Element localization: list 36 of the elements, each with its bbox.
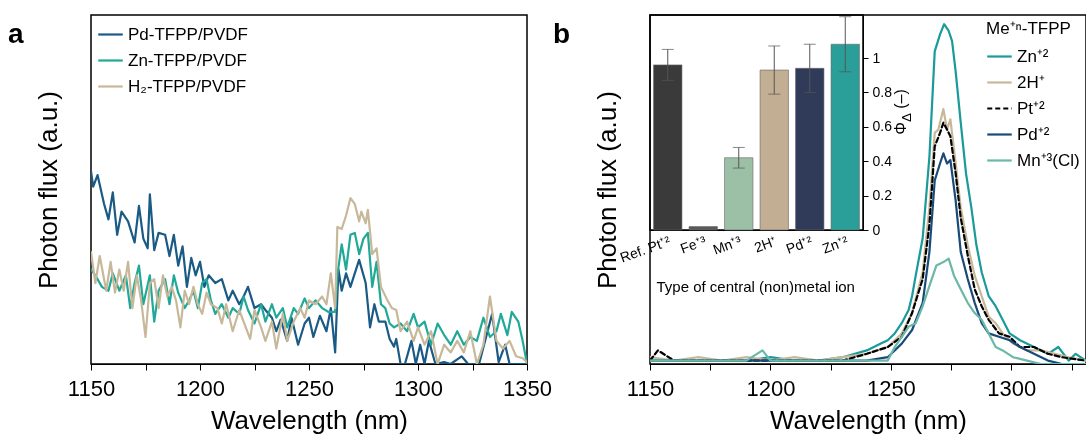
legend-label: Zn⁺² xyxy=(1017,46,1049,66)
chart-title: a xyxy=(8,18,24,49)
y-tick-label: 0 xyxy=(872,221,881,238)
x-tick-label: 1300 xyxy=(394,375,443,401)
legend-label: Mn⁺³(Cl) xyxy=(1017,150,1080,170)
x-tick-label: 1150 xyxy=(626,375,675,401)
x-tick-label: Pd⁺² xyxy=(783,232,815,257)
x-tick-label: 1250 xyxy=(285,375,334,401)
x-axis-title: Type of central (non)metal ion xyxy=(656,277,855,295)
x-tick-label: 1200 xyxy=(176,375,225,401)
x-tick-label: 1200 xyxy=(746,375,796,401)
x-tick-label: 1300 xyxy=(987,375,1037,401)
legend-title: Me⁺ⁿ-TFPP xyxy=(986,19,1071,38)
legend-label: H₂-TFPP/PVDF xyxy=(128,76,247,96)
x-tick-label: 1150 xyxy=(67,375,116,401)
x-tick-label: 1250 xyxy=(866,375,916,401)
x-axis-title: Wavelength (nm) xyxy=(770,404,967,434)
chart-title: b xyxy=(553,18,571,49)
y-tick-label: 0.2 xyxy=(872,187,893,204)
legend-label: Zn-TFPP/PVDF xyxy=(128,50,248,70)
x-tick-label: Mn⁺³ xyxy=(710,232,744,258)
x-tick-label: 2H⁺ xyxy=(752,232,780,256)
y-tick-label: 0.4 xyxy=(872,152,893,169)
x-tick-label: 1350 xyxy=(503,375,552,401)
y-axis-title: Photon flux (a.u.) xyxy=(32,91,63,289)
y-tick-label: 1 xyxy=(872,49,881,66)
legend-label: Pd-TFPP/PVDF xyxy=(128,24,248,44)
y-tick-label: 0.6 xyxy=(872,118,893,135)
legend-label: Pd⁺² xyxy=(1017,124,1050,144)
x-axis-title: Wavelength (nm) xyxy=(211,404,408,434)
x-tick-label: Zn⁺² xyxy=(820,232,851,257)
y-tick-label: 0.8 xyxy=(872,83,893,100)
legend-label: Pt⁺² xyxy=(1017,98,1046,118)
legend-label: 2H⁺ xyxy=(1017,72,1045,92)
x-tick-label: Ref. Pt⁺² xyxy=(617,232,673,266)
x-tick-label: Fe⁺³ xyxy=(678,232,709,257)
